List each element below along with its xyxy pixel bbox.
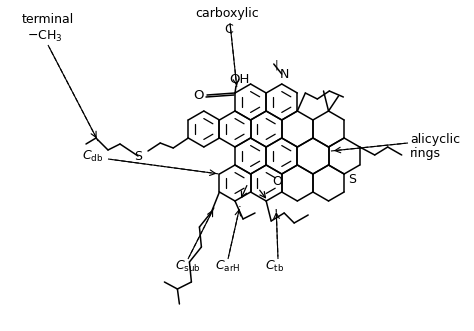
Text: $\it{C}$$_\mathregular{db}$: $\it{C}$$_\mathregular{db}$ <box>82 148 103 164</box>
Text: terminal: terminal <box>22 13 74 26</box>
Text: C: C <box>224 23 233 36</box>
Text: alicyclic: alicyclic <box>410 133 460 146</box>
Text: O: O <box>272 174 282 187</box>
Text: N: N <box>280 68 290 81</box>
Text: S: S <box>134 150 142 163</box>
Text: $-$CH$_3$: $-$CH$_3$ <box>27 29 63 44</box>
Text: |: | <box>275 60 279 70</box>
Text: $\it{C}$$_\mathregular{tb}$: $\it{C}$$_\mathregular{tb}$ <box>265 259 284 273</box>
Text: $\it{C}$$_\mathregular{arH}$: $\it{C}$$_\mathregular{arH}$ <box>215 259 240 273</box>
Text: carboxylic: carboxylic <box>195 7 259 20</box>
Text: O: O <box>194 88 204 102</box>
Text: rings: rings <box>410 147 441 160</box>
Text: OH: OH <box>229 72 249 85</box>
Text: $\it{C}$$_\mathregular{sub}$: $\it{C}$$_\mathregular{sub}$ <box>175 259 201 273</box>
Text: S: S <box>348 172 356 185</box>
